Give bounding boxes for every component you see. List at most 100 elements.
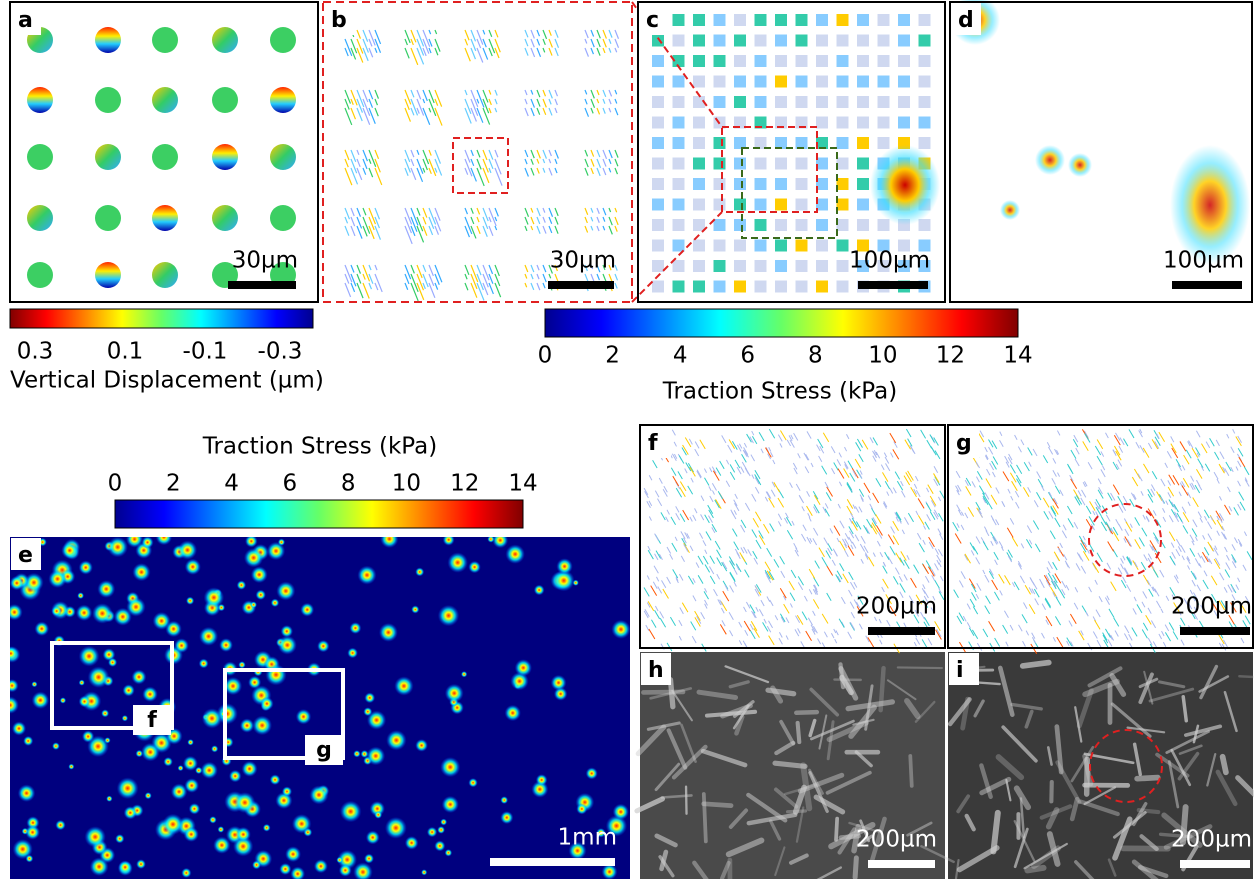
- hotspot: [461, 671, 467, 677]
- hotspot: [87, 736, 109, 758]
- pillar-map: [796, 55, 808, 67]
- pillar-map: [734, 14, 746, 26]
- hotspot: [76, 605, 92, 621]
- pillar-map: [775, 199, 787, 211]
- pillar-map: [652, 76, 664, 88]
- hotspot: [156, 529, 172, 545]
- hotspot: [1000, 200, 1020, 220]
- hotspot: [165, 621, 181, 637]
- colorbar-tick-label: 2: [166, 471, 181, 497]
- pillar-map: [673, 14, 685, 26]
- colorbar-tick-label: 4: [224, 471, 239, 497]
- hotspot: [576, 803, 587, 814]
- pillar-map: [714, 158, 726, 170]
- hotspot: [374, 811, 382, 819]
- panel-label: c: [646, 8, 659, 33]
- pillar-map: [919, 117, 931, 129]
- hotspot: [421, 869, 427, 875]
- pillar-map: [837, 76, 849, 88]
- hotspot: [132, 563, 150, 581]
- hotspot: [505, 705, 521, 721]
- pillar-map: [673, 219, 685, 231]
- colorbar-tick-label: -0.3: [258, 339, 303, 365]
- hotspot: [136, 859, 146, 869]
- hotspot: [440, 757, 460, 777]
- hotspot: [55, 820, 65, 830]
- hotspot: [271, 599, 280, 608]
- pillar-map: [796, 158, 808, 170]
- colorbar-tick-label: 10: [868, 343, 897, 369]
- pillar: [270, 205, 296, 231]
- scale-bar-label: 30µm: [232, 248, 298, 274]
- hotspot: [242, 761, 258, 777]
- hotspot: [124, 806, 137, 819]
- pillar-map: [734, 35, 746, 47]
- hotspot: [141, 743, 160, 762]
- pillar-map: [919, 14, 931, 26]
- hotspot: [90, 857, 109, 876]
- hotspot: [260, 697, 274, 711]
- hotspot: [171, 783, 188, 800]
- pillar: [95, 262, 121, 288]
- pillar-map: [673, 96, 685, 108]
- hotspot: [79, 680, 85, 686]
- pillar-map: [734, 260, 746, 272]
- pillar-map: [775, 281, 787, 293]
- scale-bar-label: 200µm: [1171, 827, 1252, 853]
- cell: [881, 668, 884, 710]
- pillar-map: [673, 117, 685, 129]
- colorbar-tick-label: 14: [1003, 343, 1032, 369]
- hotspot: [92, 603, 113, 624]
- pillar-map: [816, 96, 828, 108]
- pillar: [212, 144, 238, 170]
- hotspot: [51, 606, 62, 617]
- pillar: [95, 87, 121, 113]
- pillar-map: [816, 260, 828, 272]
- hotspot: [366, 747, 385, 766]
- hotspot: [141, 536, 153, 548]
- colorbar-tick-label: 6: [283, 471, 298, 497]
- pillar-map: [673, 35, 685, 47]
- panel-label: d: [958, 8, 974, 33]
- hotspot: [6, 604, 22, 620]
- cell: [1223, 757, 1226, 773]
- hotspot: [349, 622, 361, 634]
- hotspot: [357, 566, 376, 585]
- hotspot: [238, 661, 245, 668]
- pillar-map: [857, 219, 869, 231]
- pillar-map: [755, 219, 767, 231]
- hotspot: [437, 826, 445, 834]
- hotspot: [187, 739, 193, 745]
- hotspot: [132, 670, 147, 685]
- cell: [898, 667, 942, 668]
- hotspot: [88, 666, 110, 688]
- pillar: [270, 144, 296, 170]
- pillar-map: [734, 199, 746, 211]
- hotspot: [492, 532, 508, 548]
- pillar-map: [796, 178, 808, 190]
- hotspot: [79, 646, 100, 667]
- hotspot: [556, 558, 572, 574]
- hotspot: [48, 570, 66, 588]
- pillar-map: [693, 178, 705, 190]
- panel-label: b: [331, 8, 347, 33]
- pillar: [95, 27, 121, 53]
- hotspot: [18, 784, 36, 802]
- hotspot: [309, 785, 328, 804]
- pillar-map: [714, 137, 726, 149]
- hotspot: [279, 863, 291, 875]
- hotspot: [447, 552, 467, 572]
- hotspot: [250, 601, 257, 608]
- colorbar: [545, 309, 1018, 337]
- hotspot: [415, 739, 428, 752]
- pillar-map: [755, 35, 767, 47]
- pillar-map: [673, 178, 685, 190]
- pillar-map: [837, 219, 849, 231]
- hotspot: [379, 623, 398, 642]
- hotspot: [181, 868, 191, 878]
- hotspot: [174, 638, 189, 653]
- hotspot: [106, 796, 112, 802]
- hotspot: [145, 792, 152, 799]
- hotspot: [285, 846, 301, 862]
- pillar-map: [755, 260, 767, 272]
